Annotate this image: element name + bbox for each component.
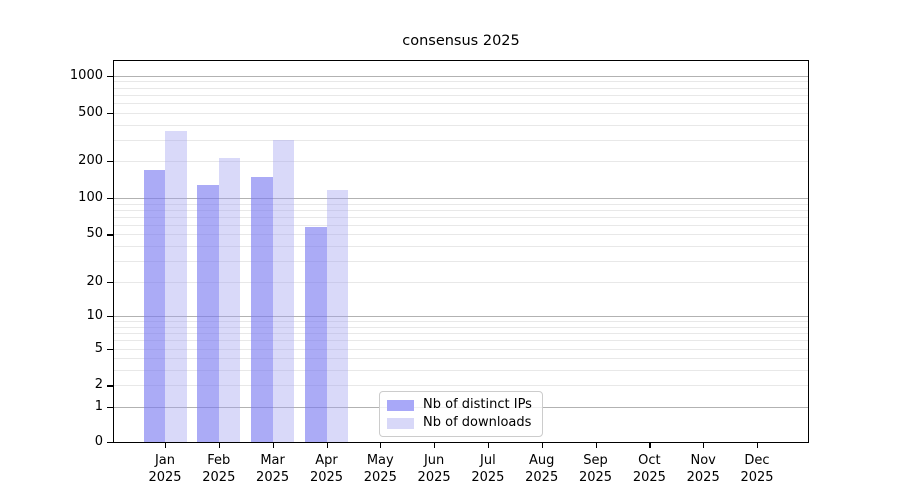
gridline-minor <box>113 161 809 163</box>
bar-distinct-ips-feb <box>197 185 219 443</box>
gridline-minor <box>113 340 809 342</box>
gridline-minor <box>113 348 809 350</box>
legend-label-distinct-ips: Nb of distinct IPs <box>423 397 532 412</box>
gridline-minor <box>113 358 809 360</box>
legend-label-downloads: Nb of downloads <box>423 415 532 430</box>
legend-item-distinct-ips: Nb of distinct IPs <box>387 396 536 414</box>
y-tick <box>107 442 113 444</box>
bar-downloads-jan <box>165 130 187 443</box>
y-tick-label: 500 <box>78 104 103 120</box>
gridline-minor <box>113 385 809 387</box>
gridline-minor <box>113 87 809 89</box>
gridline-minor <box>113 203 809 205</box>
y-tick <box>107 281 113 283</box>
gridline-minor <box>113 224 809 226</box>
gridline-minor <box>113 326 809 328</box>
y-tick <box>107 348 113 350</box>
gridline-major <box>113 198 809 199</box>
y-tick <box>107 234 113 236</box>
bar-distinct-ips-jan <box>143 169 165 443</box>
x-tick <box>326 443 328 448</box>
y-tick-label: 100 <box>78 190 103 205</box>
y-tick-label: 5 <box>94 340 103 356</box>
x-tick-label-jul: Jul 2025 <box>471 453 505 485</box>
gridline-minor <box>113 216 809 218</box>
gridline-minor <box>113 81 809 83</box>
bar-downloads-apr <box>326 190 348 443</box>
y-tick <box>107 198 113 200</box>
y-tick-label: 20 <box>86 273 103 289</box>
gridline-minor <box>113 370 809 372</box>
x-tick <box>649 443 651 448</box>
x-tick <box>165 443 167 448</box>
gridline-minor <box>113 333 809 335</box>
bar-downloads-feb <box>218 157 241 443</box>
x-tick-label-sep: Sep 2025 <box>578 453 613 485</box>
bar-downloads-mar <box>272 140 295 443</box>
chart-title: consensus 2025 <box>402 33 520 49</box>
y-tick-label: 2 <box>94 377 103 393</box>
legend-swatch-downloads <box>387 417 414 429</box>
gridline-minor <box>113 124 809 126</box>
gridline-minor <box>113 281 809 283</box>
gridline-minor <box>113 94 809 96</box>
gridline-minor <box>113 209 809 211</box>
x-tick-label-feb: Feb 2025 <box>202 453 236 485</box>
x-tick <box>380 443 382 448</box>
legend: Nb of distinct IPs Nb of downloads <box>379 391 543 437</box>
x-tick <box>703 443 705 448</box>
bar-distinct-ips-apr <box>305 226 327 443</box>
x-tick <box>757 443 759 448</box>
y-tick <box>107 161 113 163</box>
x-tick <box>434 443 436 448</box>
y-tick-label: 1 <box>94 399 103 415</box>
gridline-major <box>113 75 809 77</box>
legend-item-downloads: Nb of downloads <box>387 414 536 432</box>
gridline-minor <box>113 261 809 262</box>
gridline-minor <box>113 246 809 248</box>
x-tick <box>218 443 220 448</box>
x-tick-label-jan: Jan 2025 <box>148 453 182 485</box>
y-tick <box>107 316 113 318</box>
gridline-major <box>113 316 809 318</box>
y-tick-label: 50 <box>86 226 103 242</box>
x-tick-label-oct: Oct 2025 <box>632 453 666 485</box>
x-tick <box>541 443 543 448</box>
x-tick-label-apr: Apr 2025 <box>309 453 344 485</box>
legend-swatch-distinct-ips <box>387 399 414 411</box>
y-tick-label: 0 <box>94 434 103 449</box>
y-tick-label: 1000 <box>69 67 103 83</box>
y-tick <box>107 75 113 77</box>
x-tick-label-dec: Dec 2025 <box>740 453 774 485</box>
gridline-minor <box>113 112 809 114</box>
gridline-minor <box>113 321 809 323</box>
y-tick-label: 10 <box>86 308 103 324</box>
y-tick <box>107 385 113 387</box>
gridline-minor <box>113 234 809 236</box>
x-tick-label-aug: Aug 2025 <box>525 453 559 485</box>
bar-distinct-ips-mar <box>251 176 273 443</box>
x-tick-label-nov: Nov 2025 <box>686 453 720 485</box>
x-tick <box>595 443 597 448</box>
y-tick-label: 200 <box>78 153 103 169</box>
x-tick-label-mar: Mar 2025 <box>256 453 290 485</box>
plot-area <box>113 60 809 443</box>
x-tick-label-may: May 2025 <box>363 453 397 485</box>
gridline-minor <box>113 103 809 104</box>
x-tick-label-jun: Jun 2025 <box>417 453 451 485</box>
x-tick <box>487 443 490 448</box>
y-tick <box>107 407 113 409</box>
y-tick <box>107 112 113 114</box>
x-tick <box>272 443 274 448</box>
gridline-minor <box>113 139 809 141</box>
